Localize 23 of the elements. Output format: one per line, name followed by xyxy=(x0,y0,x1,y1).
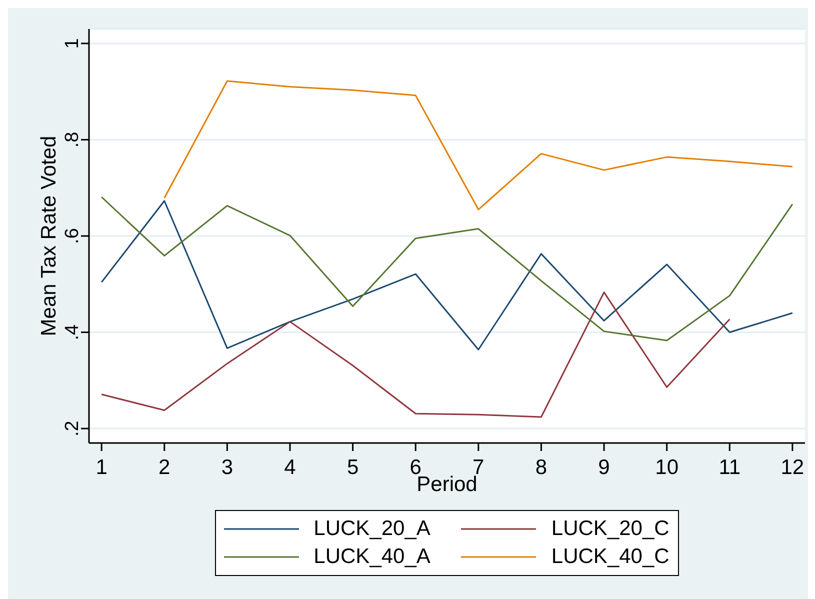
legend-label: LUCK_20_C xyxy=(551,517,670,541)
x-tick-label: 3 xyxy=(221,456,234,479)
x-tick-label: 4 xyxy=(284,456,296,479)
y-tick-label: .2 xyxy=(62,420,83,436)
legend-label: LUCK_40_A xyxy=(314,545,430,569)
x-tick-label: 1 xyxy=(96,456,108,479)
x-axis-title: Period xyxy=(416,472,478,496)
legend-label: LUCK_20_A xyxy=(314,517,430,541)
x-tick-label: 9 xyxy=(598,456,610,479)
x-tick-label: 12 xyxy=(780,456,804,479)
x-tick-label: 11 xyxy=(718,456,741,479)
y-tick-label: 1 xyxy=(62,38,83,49)
legend-label: LUCK_40_C xyxy=(551,545,670,569)
line-series xyxy=(164,80,794,210)
y-axis-title: Mean Tax Rate Voted xyxy=(37,136,60,336)
x-tick-label: 8 xyxy=(535,456,548,479)
x-tick-label: 2 xyxy=(158,456,170,479)
x-tick-label: 5 xyxy=(346,456,359,479)
y-tick-label: .4 xyxy=(62,324,83,340)
line-series xyxy=(100,292,730,418)
x-tick-label: 10 xyxy=(655,456,679,479)
y-tick-label: .8 xyxy=(62,132,83,148)
y-tick-label: .6 xyxy=(62,228,83,244)
